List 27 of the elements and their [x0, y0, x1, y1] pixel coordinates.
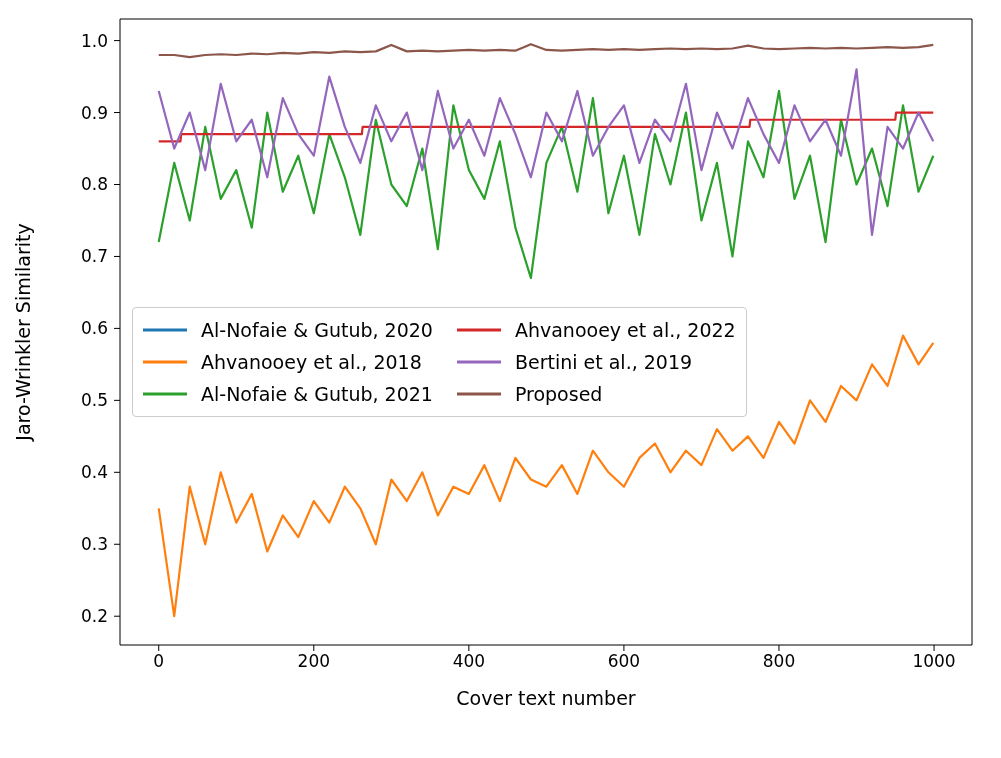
y-tick-label: 0.9: [80, 102, 108, 123]
y-axis-title: Jaro-Wrinkler Similarity: [11, 223, 34, 442]
y-tick-label: 1.0: [80, 30, 108, 51]
line-series: [157, 43, 935, 59]
legend-label: Proposed: [514, 383, 603, 406]
line-series: [157, 89, 935, 280]
x-axis-title: Cover text number: [456, 687, 636, 709]
x-tick-label: 1000: [912, 651, 956, 671]
line-series: [157, 111, 935, 143]
x-tick-label: 800: [762, 651, 796, 671]
legend-label: Ahvanooey et al., 2022: [514, 319, 736, 342]
y-tick-label: 0.6: [80, 318, 108, 339]
legend-label: Al-Nofaie & Gutub, 2020: [201, 319, 433, 342]
x-tick-label: 0: [153, 651, 165, 671]
y-tick-label: 0.2: [80, 606, 108, 627]
y-tick-label: 0.3: [80, 534, 108, 555]
line-series: [157, 68, 935, 236]
y-tick-label: 0.5: [80, 390, 108, 411]
y-tick-label: 0.8: [80, 174, 108, 195]
x-tick-label: 200: [297, 651, 331, 671]
y-tick-label: 0.7: [80, 246, 108, 267]
legend-label: Ahvanooey et al., 2018: [201, 351, 422, 374]
x-tick-label: 600: [607, 651, 641, 671]
legend-label: Bertini et al., 2019: [514, 351, 693, 374]
x-tick-label: 400: [452, 651, 486, 671]
y-tick-label: 0.4: [80, 462, 108, 483]
legend-label: Al-Nofaie & Gutub, 2021: [201, 383, 433, 406]
